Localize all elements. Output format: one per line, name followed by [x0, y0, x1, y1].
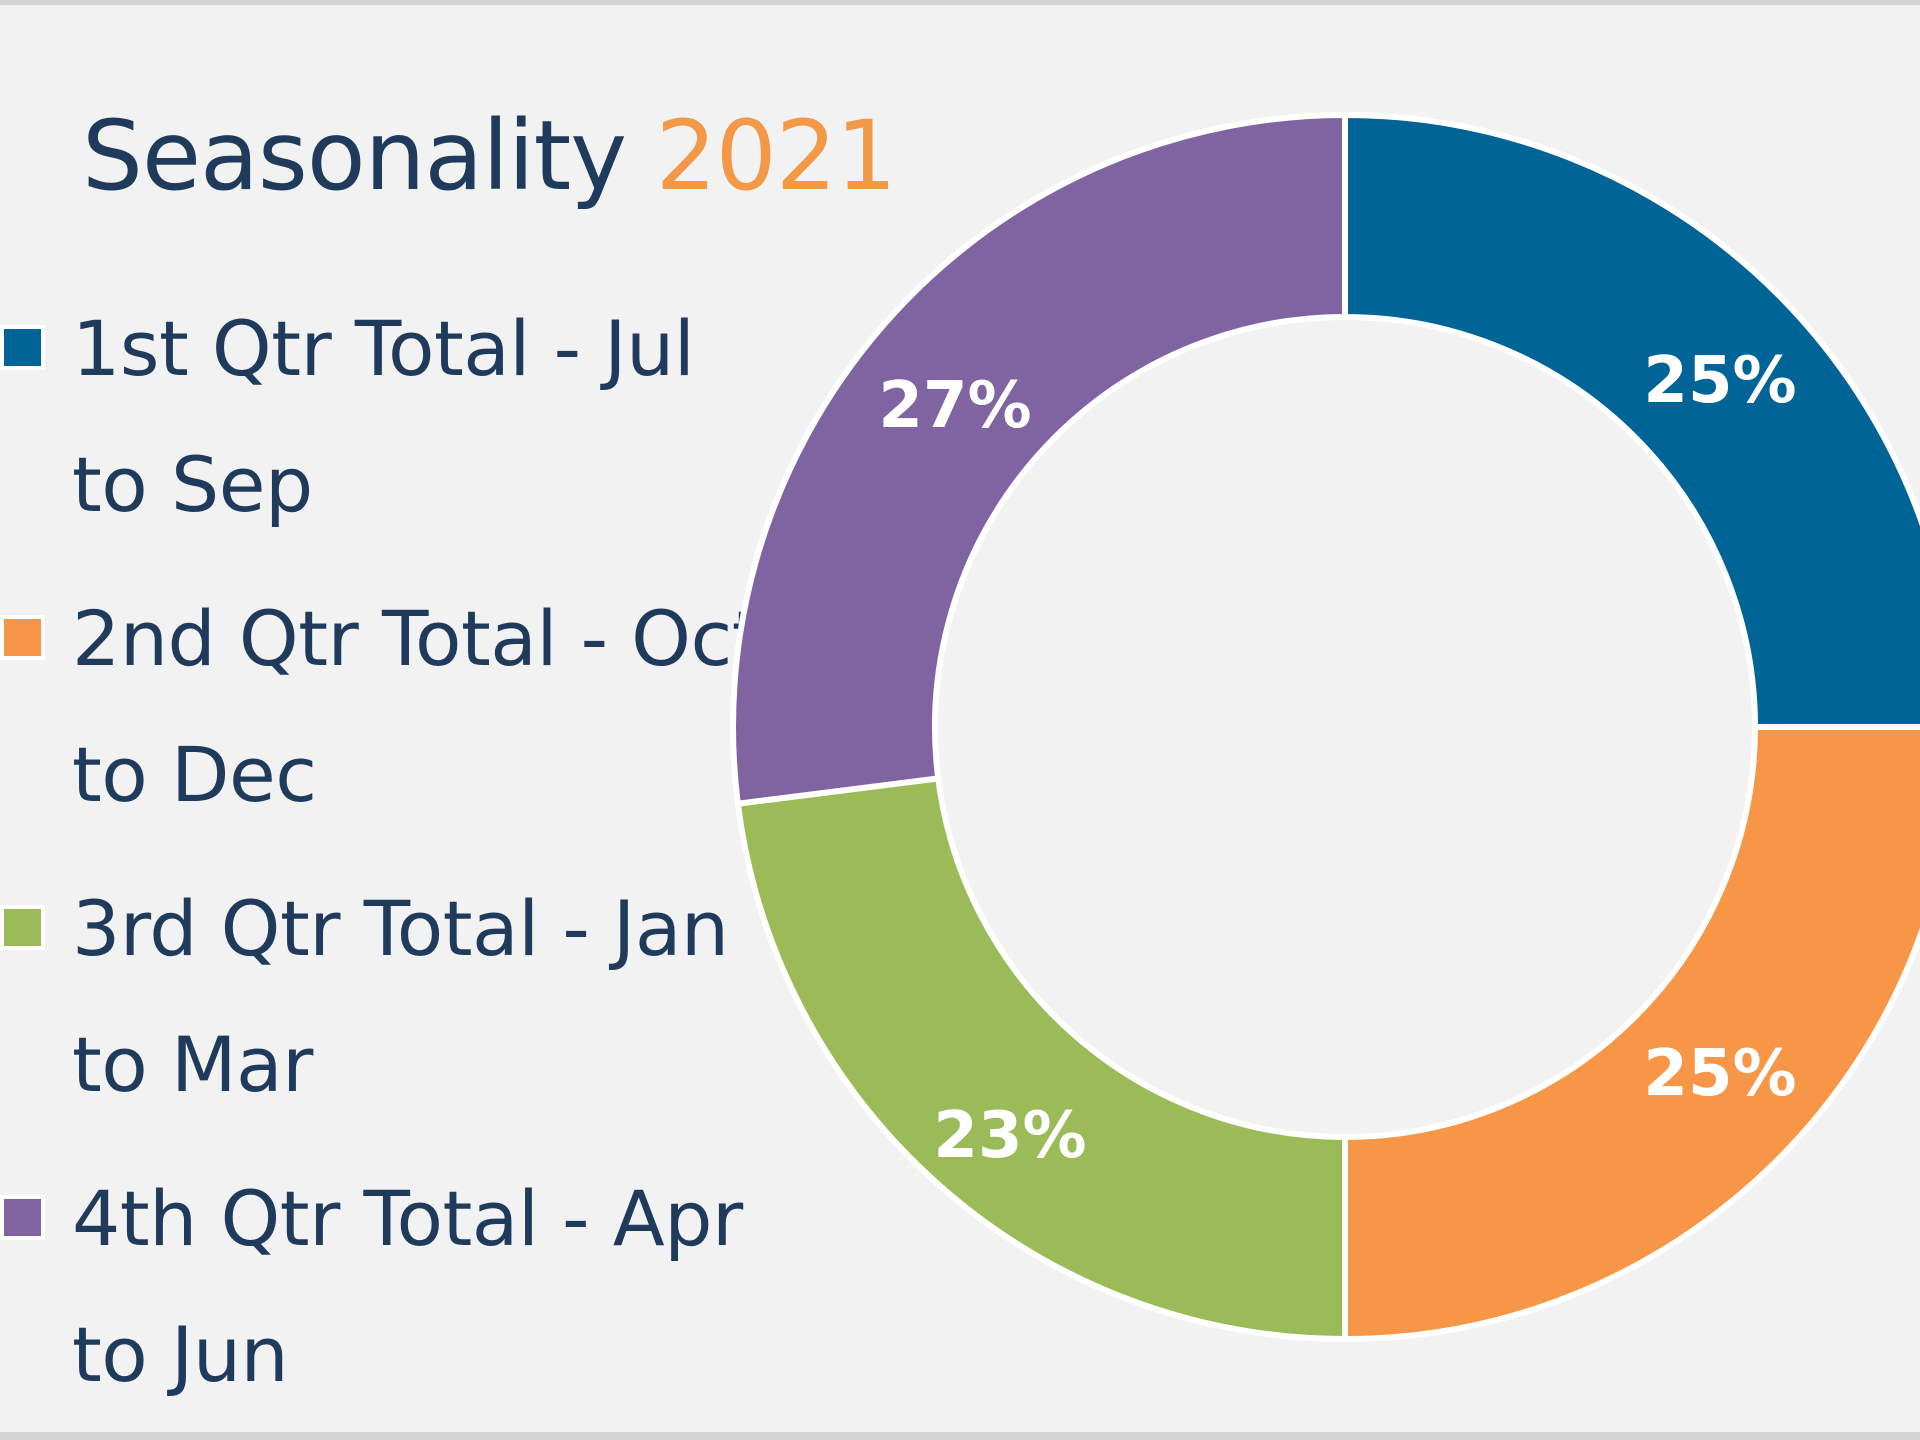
legend-label-q2-line-1: 2nd Qtr Total - Oct — [72, 594, 762, 683]
chart-panel: Seasonality 2021 1st Qtr Total - Jul to … — [0, 5, 1920, 1432]
chart-title-year: 2021 — [655, 100, 897, 212]
legend-label-q1-line-1: 1st Qtr Total - Jul — [72, 304, 695, 393]
donut-label-q1: 25% — [1643, 344, 1796, 418]
bottom-border — [0, 1432, 1920, 1440]
legend-label-q1: 1st Qtr Total - Jul to Sep — [72, 285, 732, 557]
legend-swatch-q1 — [0, 325, 45, 370]
donut-label-q4: 27% — [878, 369, 1031, 443]
donut-slice-q4 — [730, 111, 1348, 808]
legend-label-q4-line-2: to Jun — [72, 1310, 289, 1399]
legend-swatch-q2 — [0, 615, 45, 660]
donut-label-q2: 25% — [1643, 1037, 1796, 1111]
legend-swatch-q4 — [0, 1195, 45, 1240]
donut-chart: 25% 25% 23% 27% — [730, 111, 1920, 1343]
legend-label-q1-line-2: to Sep — [72, 440, 313, 529]
legend-swatch-q3 — [0, 905, 45, 950]
legend-label-q4: 4th Qtr Total - Apr to Jun — [72, 1155, 743, 1427]
legend-label-q3-line-1: 3rd Qtr Total - Jan — [72, 884, 729, 973]
donut-slice-q3 — [734, 775, 1348, 1343]
chart-title: Seasonality 2021 — [82, 100, 897, 212]
legend-label-q2: 2nd Qtr Total - Oct to Dec — [72, 575, 762, 847]
donut-slice-q2 — [1342, 724, 1920, 1343]
legend-label-q3: 3rd Qtr Total - Jan to Mar — [72, 865, 732, 1137]
chart-title-main: Seasonality — [82, 100, 627, 212]
legend-label-q2-line-2: to Dec — [72, 730, 317, 819]
legend-label-q3-line-2: to Mar — [72, 1020, 313, 1109]
donut-slice-q1 — [1342, 111, 1920, 730]
legend-label-q4-line-1: 4th Qtr Total - Apr — [72, 1174, 743, 1263]
donut-label-q3: 23% — [933, 1099, 1086, 1173]
